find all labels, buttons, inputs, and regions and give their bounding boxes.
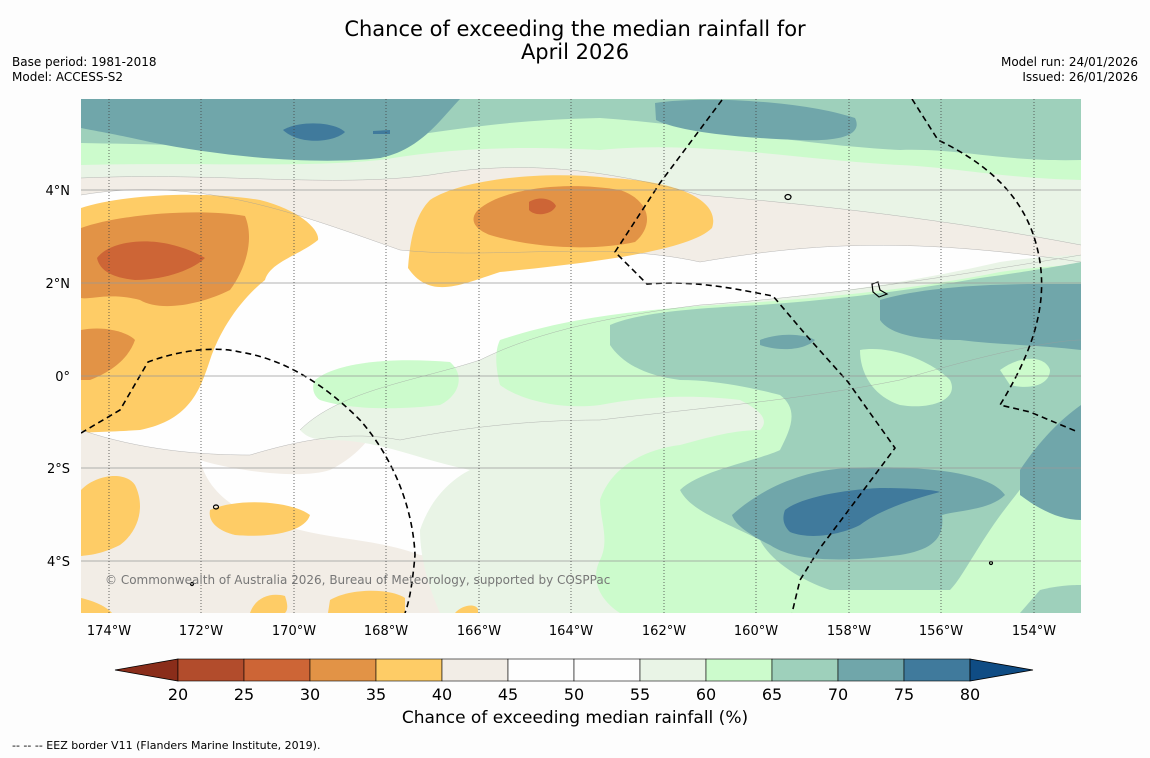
colorbar-bin [639,658,707,682]
gridlines [81,189,1081,562]
contour-line [81,189,1081,263]
island [784,193,792,201]
colorbar-label: 25 [234,685,254,704]
dry-35-south [209,502,310,536]
colorbar-bin [771,658,839,682]
dry-35-bottom-4 [81,598,112,613]
lon-label: 172°W [179,624,223,639]
band-60-east-hole-2 [1000,358,1050,387]
lon-label: 174°W [87,624,131,639]
colorbar-label: 35 [366,685,386,704]
contour-line [81,167,1081,246]
band-70-east-small [760,334,815,350]
lon-labels: 174°W 172°W 170°W 168°W 166°W 164°W 162°… [87,624,1056,639]
colorbar-bin [375,658,443,682]
map-field [81,99,1081,613]
meta-left: Base period: 1981-2018 Model: ACCESS-S2 [12,55,157,85]
lon-label: 160°W [734,624,778,639]
colorbar-bin [837,658,905,682]
dry-30-central [473,186,647,248]
lat-label: 2°N [46,277,71,292]
lon-label: 158°W [827,624,871,639]
footer-note: -- -- -- EEZ border V11 (Flanders Marine… [12,739,321,752]
band-75-nw [283,123,345,141]
lat-label: 4°N [46,184,71,199]
colorbar-bin [441,658,509,682]
colorbar-label: 80 [960,685,980,704]
colorbar-label: 55 [630,685,650,704]
lon-label: 156°W [919,624,963,639]
colorbar-bin [177,658,245,682]
band-70-nw [81,99,460,161]
contour-lines [81,167,1081,456]
colorbar-bin [705,658,773,682]
colorbar-label: 50 [564,685,584,704]
model-name: Model: ACCESS-S2 [12,70,124,84]
dry-35-sw [81,475,140,556]
island [871,281,889,298]
copyright-text: © Commonwealth of Australia 2026, Bureau… [105,573,610,587]
islands [189,193,994,587]
dry-30-sw [81,328,135,380]
colorbar-bin [573,658,641,682]
issued-date: Issued: 26/01/2026 [1022,70,1138,84]
colorbar-label: 40 [432,685,452,704]
island [189,581,195,587]
lon-label: 164°W [549,624,593,639]
colorbar-extend-low [114,658,179,682]
band-70-east [880,284,1081,350]
lon-label: 170°W [272,624,316,639]
lat-label: 0° [55,370,70,385]
chart-title: Chance of exceeding the median rainfall … [0,18,1150,64]
colorbar-label: 20 [168,685,188,704]
dry-35-bottom-1 [250,594,288,613]
colorbar-bin [309,658,377,682]
colorbar-bin [243,658,311,682]
colorbar-label: 70 [828,685,848,704]
lon-label: 154°W [1012,624,1056,639]
lat-label: 2°S [47,462,70,477]
title-line-1: Chance of exceeding the median rainfall … [344,17,806,41]
band-60-east-hole [860,349,952,407]
colorbar-bin [507,658,575,682]
colorbar-extend-high [969,658,1034,682]
lat-label: 4°S [47,555,70,570]
lat-labels: 4°N 2°N 0° 2°S 4°S [46,184,71,570]
colorbar-label: 75 [894,685,914,704]
title-line-2: April 2026 [520,40,630,64]
contour-line [299,254,1081,431]
dry-25-central [529,198,556,215]
dry-35-bottom-2 [328,590,405,613]
island [212,504,220,510]
colorbar-label: 65 [762,685,782,704]
lon-label: 166°W [457,624,501,639]
lon-label: 168°W [364,624,408,639]
colorbar-title: Chance of exceeding median rainfall (%) [401,708,749,728]
dry-25-west [97,241,205,280]
band-70-east-edge [1020,405,1081,520]
eez-border [81,348,416,613]
colorbar: 20 25 30 35 40 45 50 55 60 65 70 75 80 [114,658,1034,704]
colorbar-label: 45 [498,685,518,704]
eez-borders [81,99,1079,613]
model-run: Model run: 24/01/2026 [1000,55,1138,69]
colorbar-label: 30 [300,685,320,704]
band-65-se [1020,585,1081,613]
dry-35-bottom-3 [455,605,478,613]
lon-label: 162°W [642,624,686,639]
eez-border [911,99,1079,433]
contour-line [81,339,1081,456]
band-75-south [783,488,940,536]
colorbar-bin [903,658,971,682]
eez-border [613,99,896,613]
meta-right: Model run: 24/01/2026 Issued: 26/01/2026 [1001,55,1138,85]
island [988,560,994,566]
base-period: Base period: 1981-2018 [12,55,157,69]
colorbar-label: 60 [696,685,716,704]
